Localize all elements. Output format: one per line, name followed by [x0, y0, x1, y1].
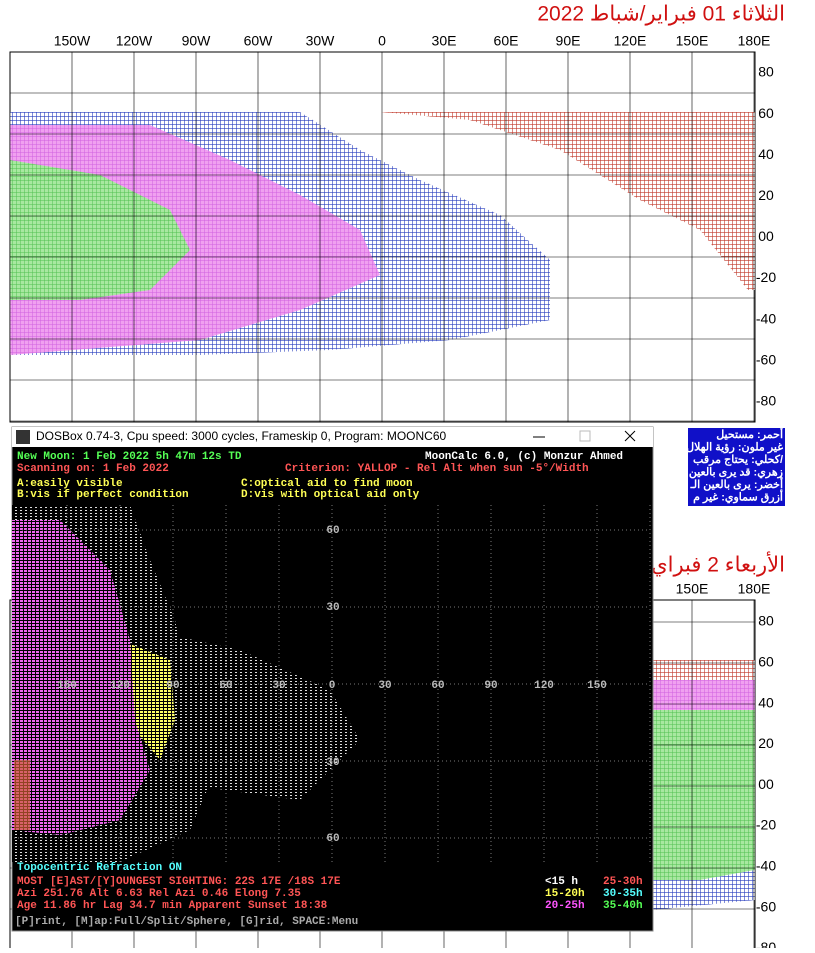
- dos-text: Scanning on: 1 Feb 2022: [17, 463, 169, 475]
- dos-grid-label: 90: [166, 680, 179, 692]
- lon-label: 120E: [614, 33, 647, 49]
- lat-label: 00: [758, 228, 774, 244]
- lat-label: -20: [756, 269, 776, 285]
- dos-text: Criterion: YALLOP - Rel Alt when sun -5°…: [285, 463, 589, 475]
- lon-label: 150W: [54, 33, 91, 49]
- region-pink: [652, 680, 755, 710]
- dos-grid-label: 60: [326, 833, 339, 845]
- lat-label: -60: [756, 351, 776, 367]
- dos-text: MoonCalc 6.0, (c) Monzur Ahmed: [425, 451, 623, 463]
- lat-label: 00: [758, 776, 774, 792]
- lat-label: -60: [756, 898, 776, 914]
- region-yellow: [120, 640, 175, 760]
- dos-grid-label: 0: [329, 680, 336, 692]
- dos-text: 30-35h: [603, 888, 643, 900]
- lat-label: -20: [756, 817, 776, 833]
- lat-label: 20: [758, 735, 774, 751]
- dos-text: New Moon: 1 Feb 2022 5h 47m 12s TD: [17, 451, 242, 463]
- legend-text: أخضر: يرى بالعين الـ: [690, 477, 783, 491]
- lon-label: 90E: [556, 33, 581, 49]
- lat-label: -40: [756, 310, 776, 326]
- window-title: DOSBox 0.74-3, Cpu speed: 3000 cycles, F…: [36, 429, 446, 443]
- lon-label: 30W: [306, 33, 336, 49]
- lat-label: 40: [758, 146, 774, 162]
- lon-label: 150E: [676, 33, 709, 49]
- lon-label: 120W: [116, 33, 153, 49]
- lat-label: 60: [758, 105, 774, 121]
- top-map: [9, 51, 785, 506]
- region-red: [652, 660, 755, 680]
- lat-label: 40: [758, 694, 774, 710]
- lon-label: 150E: [676, 581, 709, 597]
- lon-label: 90W: [182, 33, 212, 49]
- legend-text: زهري: قد يرى بالعين: [689, 466, 783, 479]
- dos-text: 25-30h: [603, 876, 643, 888]
- maximize-button[interactable]: [579, 430, 591, 442]
- map-grid: [9, 51, 755, 422]
- map-title: الثلاثاء 01 فبراير/شباط 2022: [537, 3, 785, 27]
- legend-text: أزرق سماوي: غير م: [693, 489, 783, 504]
- lat-label: -40: [756, 858, 776, 874]
- dos-grid-label: 60: [326, 525, 339, 537]
- region-orange: [14, 760, 30, 830]
- dos-text: A:easily visible: [17, 478, 123, 490]
- dos-text: D:vis with optical aid only: [241, 489, 420, 501]
- region-blue: [652, 870, 755, 910]
- region-green: [10, 160, 190, 300]
- region-red: [381, 112, 755, 290]
- dos-grid-label: 30: [272, 680, 285, 692]
- dos-text: B:vis if perfect condition: [17, 489, 189, 501]
- region-magenta: [12, 520, 150, 835]
- lat-label: 80: [758, 64, 774, 80]
- dos-text: <15 h: [545, 876, 578, 888]
- lon-label: 60W: [244, 33, 274, 49]
- lat-label: -80: [756, 393, 776, 409]
- dos-text: Topocentric Refraction ON: [17, 862, 182, 874]
- app-icon: [16, 430, 30, 444]
- title-bar: [12, 427, 653, 447]
- lon-label: 0: [378, 33, 386, 49]
- legend-text: أحمر: مستحيل: [716, 427, 783, 441]
- lat-label: 80: [758, 613, 774, 629]
- map-title: الأربعاء 2 فبراي: [651, 551, 785, 578]
- lat-label: -80: [756, 939, 776, 948]
- dos-grid-label: 30: [326, 757, 339, 769]
- dos-text: C:optical aid to find moon: [241, 478, 413, 490]
- dosbox-window: DOSBox 0.74-3, Cpu speed: 3000 cycles, F…: [11, 426, 654, 932]
- dos-text: MOST [E]AST/[Y]OUNGEST SIGHTING: 22S 17E…: [17, 876, 341, 888]
- dos-text: Age 11.86 hr Lag 34.7 min Apparent Sunse…: [17, 900, 328, 912]
- dos-grid-label: 120: [110, 680, 130, 692]
- dos-text: 20-25h: [545, 900, 585, 912]
- dos-grid-label: 150: [57, 680, 77, 692]
- lat-label: 60: [758, 654, 774, 670]
- region-green: [652, 710, 755, 880]
- lon-label: 180E: [738, 33, 771, 49]
- dos-grid-label: 90: [484, 680, 497, 692]
- close-button[interactable]: [624, 430, 636, 442]
- dos-grid-label: 120: [534, 680, 554, 692]
- dos-grid-label: 60: [431, 680, 444, 692]
- lon-label: 30E: [432, 33, 457, 49]
- lon-label: 180E: [738, 581, 771, 597]
- legend-box: [688, 428, 785, 506]
- dos-grid-label: 150: [587, 680, 607, 692]
- lon-label: 60E: [494, 33, 519, 49]
- dos-grid-label: 60: [219, 680, 232, 692]
- dos-text: [P]rint, [M]ap:Full/Split/Sphere, [G]rid…: [15, 916, 358, 928]
- dos-text: 15-20h: [545, 888, 585, 900]
- dos-text: 35-40h: [603, 900, 643, 912]
- dos-text: Azi 251.76 Alt 6.63 Rel Azi 0.46 Elong 7…: [17, 888, 301, 900]
- legend-text: كحلي: يحتاج مرقب/: [693, 454, 783, 467]
- dos-grid-label: 30: [326, 602, 339, 614]
- dos-grid-label: 30: [378, 680, 391, 692]
- legend-text: غير ملون: رؤية الهلال: [686, 441, 783, 453]
- lat-label: 20: [758, 187, 774, 203]
